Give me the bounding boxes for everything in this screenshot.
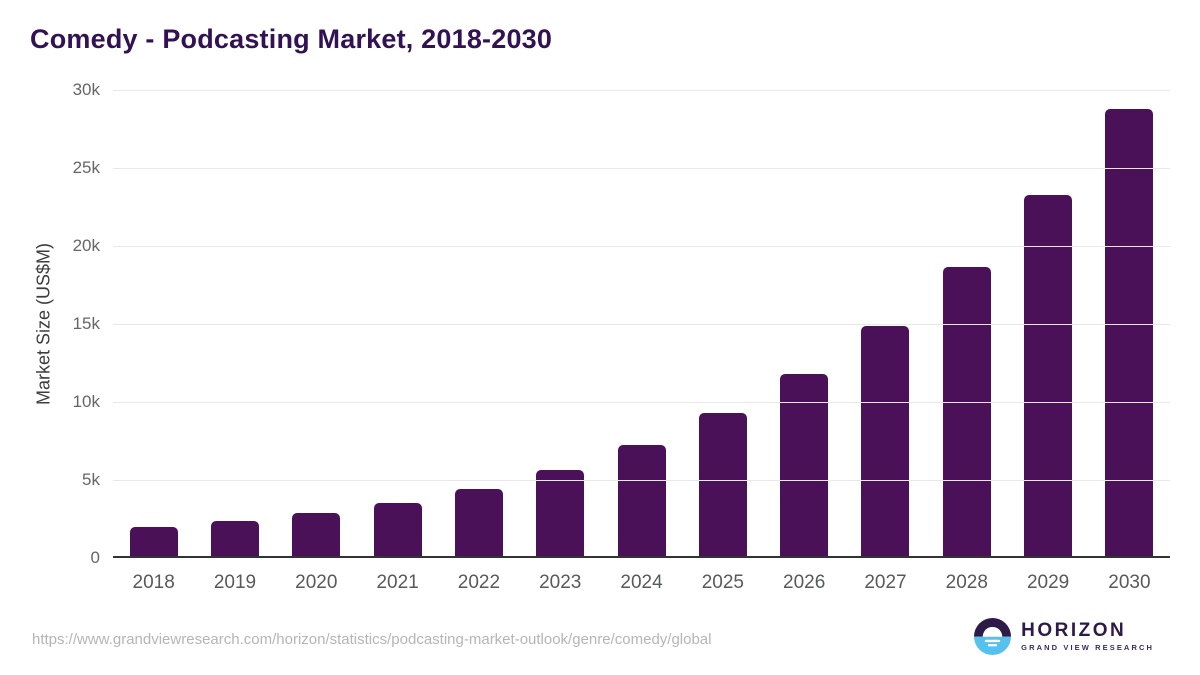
y-tick-label-20k: 20k (72, 236, 100, 255)
x-tick-label-2023: 2023 (539, 572, 582, 593)
logo-text: HORIZON GRAND VIEW RESEARCH (1021, 620, 1154, 653)
y-tick-label-30k: 30k (72, 80, 100, 99)
bar-2025[interactable] (698, 412, 747, 556)
gridline-30k (113, 90, 1170, 91)
bar-2020[interactable] (292, 513, 341, 556)
bar-2023[interactable] (536, 469, 585, 556)
x-tick-label-2018: 2018 (132, 572, 175, 593)
y-tick-label-25k: 25k (72, 158, 100, 177)
bar-2021[interactable] (373, 502, 422, 556)
y-tick-label-0: 0 (90, 548, 100, 567)
bar-slot-2020: 2020 (276, 90, 357, 593)
source-url: https://www.grandviewresearch.com/horizo… (32, 631, 712, 648)
horizon-sun-icon (974, 618, 1012, 655)
bar-2030[interactable] (1105, 109, 1154, 556)
bar-slot-2027: 2027 (845, 90, 926, 593)
bar-slot-2030: 2030 (1089, 90, 1170, 593)
x-tick-label-2021: 2021 (376, 572, 419, 593)
x-tick-label-2029: 2029 (1026, 572, 1070, 593)
x-tick-label-2027: 2027 (864, 572, 907, 593)
x-tick-label-2024: 2024 (620, 572, 663, 593)
gridline-25k (113, 168, 1170, 169)
logo-subtitle: GRAND VIEW RESEARCH (1021, 643, 1154, 652)
bar-2018[interactable] (129, 527, 178, 556)
bar-slot-2023: 2023 (520, 90, 601, 593)
gridline-10k (113, 402, 1170, 403)
y-tick-label-5k: 5k (82, 470, 100, 489)
gridline-15k (113, 324, 1170, 325)
bar-2019[interactable] (210, 521, 259, 556)
plot-area: 2018 2019 2020 2021 2022 2023 2024 2025 2026 2027… (113, 90, 1170, 593)
bar-2024[interactable] (617, 444, 666, 556)
bar-2026[interactable] (780, 373, 829, 556)
x-tick-label-2019: 2019 (213, 572, 257, 593)
x-tick-label-2026: 2026 (783, 572, 826, 593)
gridline-5k (113, 480, 1170, 481)
bar-slot-2028: 2028 (926, 90, 1007, 593)
bar-slot-2021: 2021 (357, 90, 438, 593)
bar-slot-2029: 2029 (1007, 90, 1088, 593)
bar-2022[interactable] (454, 488, 503, 556)
bar-2029[interactable] (1024, 195, 1073, 556)
bar-slot-2022: 2022 (438, 90, 519, 593)
x-tick-label-2022: 2022 (457, 572, 501, 593)
bar-slot-2025: 2025 (682, 90, 763, 593)
bar-2027[interactable] (861, 326, 910, 556)
logo-title: HORIZON (1021, 620, 1127, 641)
bar-2028[interactable] (942, 266, 991, 556)
y-tick-label-10k: 10k (72, 392, 100, 411)
chart-title: Comedy - Podcasting Market, 2018-2030 (30, 24, 553, 54)
gridline-20k (113, 246, 1170, 247)
x-tick-label-2030: 2030 (1108, 572, 1151, 593)
x-tick-label-2028: 2028 (945, 572, 988, 593)
horizon-logo[interactable]: HORIZON GRAND VIEW RESEARCH (974, 618, 1154, 655)
x-tick-label-2025: 2025 (701, 572, 744, 593)
bars-container: 2018 2019 2020 2021 2022 2023 2024 2025 2026 2027… (113, 90, 1170, 593)
bar-slot-2026: 2026 (764, 90, 845, 593)
y-tick-label-15k: 15k (72, 314, 100, 333)
bar-slot-2024: 2024 (601, 90, 682, 593)
bar-slot-2019: 2019 (194, 90, 275, 593)
bar-slot-2018: 2018 (113, 90, 194, 593)
x-tick-label-2020: 2020 (295, 572, 338, 593)
